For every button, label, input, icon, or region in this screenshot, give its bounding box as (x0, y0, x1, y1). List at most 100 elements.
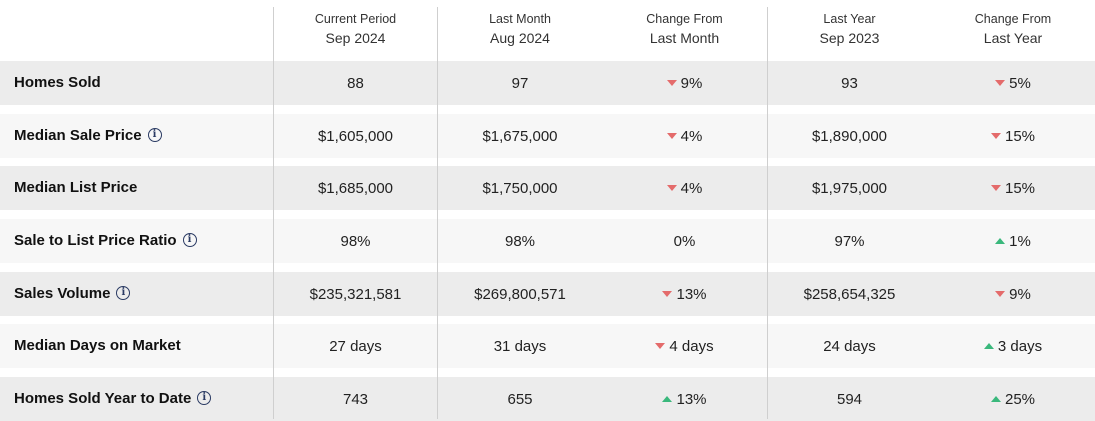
cell-value: $235,321,581 (309, 285, 402, 303)
table-row: Homes Sold 88 97 9% 93 5% (0, 61, 1095, 105)
table-row: Sale to List Price Ratio i 98% 98% 0% 97%… (0, 219, 1095, 263)
cell-value: 5% (1009, 74, 1031, 92)
row-label-text: Homes Sold Year to Date (14, 389, 192, 407)
cell-change-month: 0% (602, 219, 767, 263)
cell-last-year: 97% (768, 219, 931, 263)
row-label-text: Median List Price (14, 178, 138, 196)
cell-last-month: 97 (438, 61, 602, 105)
cell-change-year: 15% (931, 114, 1095, 158)
down-arrow-icon (655, 343, 666, 349)
table-row: Median List Price $1,685,000 $1,750,000 … (0, 166, 1095, 210)
down-arrow-icon (666, 133, 677, 139)
down-arrow-icon (666, 80, 677, 86)
info-icon[interactable]: i (116, 286, 131, 300)
cell-last-year: $1,890,000 (768, 114, 931, 158)
cell-change-month: 4% (602, 114, 767, 158)
column-divider (437, 7, 438, 419)
cell-value: 13% (676, 285, 707, 303)
info-icon[interactable]: i (147, 128, 162, 142)
row-label-text: Median Days on Market (14, 336, 181, 354)
header-current-period: Current Period Sep 2024 (274, 7, 437, 51)
cell-current: 27 days (274, 324, 437, 368)
down-arrow-icon (995, 80, 1006, 86)
cell-value: $258,654,325 (803, 285, 896, 303)
header-line1: Change From (646, 12, 723, 26)
cell-change-year: 3 days (931, 324, 1095, 368)
header-line2: Last Year (983, 30, 1043, 46)
column-divider (767, 7, 768, 419)
header-line2: Sep 2023 (819, 30, 880, 46)
cell-value: 15% (1004, 127, 1036, 145)
cell-value: 743 (342, 390, 369, 408)
up-arrow-icon (995, 238, 1006, 244)
cell-change-year: 5% (931, 61, 1095, 105)
cell-value: 24 days (823, 337, 876, 355)
down-arrow-icon (662, 291, 673, 297)
cell-value: $1,750,000 (482, 179, 558, 197)
cell-change-month: 13% (602, 272, 767, 316)
header-line2: Sep 2024 (325, 30, 386, 46)
cell-value: 15% (1004, 179, 1036, 197)
cell-value: $1,605,000 (317, 127, 394, 145)
row-label: Homes Sold (14, 61, 101, 103)
table-row: Median Days on Market 27 days 31 days 4 … (0, 324, 1095, 368)
header-change-month: Change From Last Month (602, 7, 767, 51)
header-line1: Current Period (314, 12, 397, 26)
cell-value: 97 (511, 74, 529, 92)
cell-value: 9% (1009, 285, 1031, 303)
cell-last-year: $258,654,325 (768, 272, 931, 316)
cell-value: 97% (834, 232, 865, 250)
cell-last-month: $1,675,000 (438, 114, 602, 158)
header-last-year: Last Year Sep 2023 (768, 7, 931, 51)
table-row: Median Sale Price i $1,605,000 $1,675,000… (0, 114, 1095, 158)
row-label-text: Sale to List Price Ratio (14, 231, 177, 249)
header-line1: Last Year (823, 12, 876, 26)
cell-value: $1,675,000 (482, 127, 558, 145)
cell-value: 25% (1004, 390, 1036, 408)
cell-value: 4 days (669, 337, 714, 355)
cell-last-year: $1,975,000 (768, 166, 931, 210)
cell-change-month: 9% (602, 61, 767, 105)
cell-value: 0% (673, 232, 696, 250)
info-icon[interactable]: i (182, 233, 197, 247)
row-label-text: Sales Volume (14, 284, 111, 302)
cell-last-year: 93 (768, 61, 931, 105)
header-change-year: Change From Last Year (931, 7, 1095, 51)
cell-current: 743 (274, 377, 437, 421)
cell-value: 88 (347, 74, 364, 92)
cell-value: 4% (680, 179, 703, 197)
cell-last-month: 655 (438, 377, 602, 421)
down-arrow-icon (995, 291, 1006, 297)
cell-value: 27 days (329, 337, 382, 355)
header-line2: Aug 2024 (490, 30, 550, 46)
cell-change-year: 25% (931, 377, 1095, 421)
header-last-month: Last Month Aug 2024 (438, 7, 602, 51)
cell-value: 3 days (997, 337, 1043, 355)
header-line1: Last Month (489, 12, 551, 26)
cell-value: 4% (680, 127, 703, 145)
row-label: Median List Price (14, 166, 137, 208)
up-arrow-icon (662, 396, 673, 402)
table-row: Homes Sold Year to Date i 743 655 13% 594… (0, 377, 1095, 421)
cell-last-month: 98% (438, 219, 602, 263)
row-label: Sales Volume i (14, 272, 131, 314)
cell-value: 31 days (493, 337, 547, 355)
cell-last-year: 24 days (768, 324, 931, 368)
cell-value: $1,685,000 (317, 179, 394, 197)
cell-change-month: 4 days (602, 324, 767, 368)
cell-change-month: 4% (602, 166, 767, 210)
row-label-text: Median Sale Price (14, 126, 142, 144)
cell-change-year: 15% (931, 166, 1095, 210)
cell-value: 98% (504, 232, 536, 250)
cell-current: $235,321,581 (274, 272, 437, 316)
cell-change-month: 13% (602, 377, 767, 421)
row-label: Median Days on Market (14, 324, 181, 366)
info-icon[interactable]: i (197, 391, 212, 405)
cell-current: $1,685,000 (274, 166, 437, 210)
cell-current: 88 (274, 61, 437, 105)
cell-value: 98% (340, 232, 371, 250)
cell-last-month: 31 days (438, 324, 602, 368)
down-arrow-icon (990, 185, 1001, 191)
row-label: Median Sale Price i (14, 114, 162, 156)
